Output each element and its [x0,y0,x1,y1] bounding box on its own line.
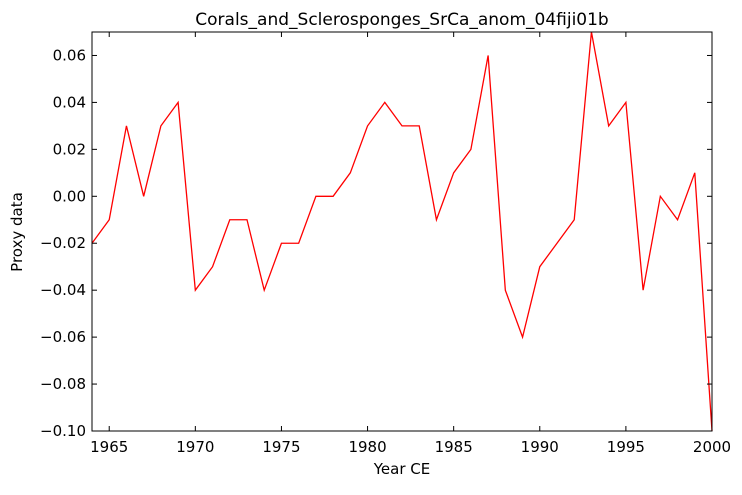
y-tick-label: 0.02 [53,140,86,158]
y-axis-title: Proxy data [8,192,26,272]
x-tick-label: 1990 [521,438,559,456]
y-tick-label: −0.06 [40,328,86,346]
x-tick-label: 1985 [435,438,473,456]
axes-frame [91,31,713,432]
x-tick-label: 2000 [693,438,731,456]
tick-label-layer: 1965 1970 1975 1980 1985 1990 1995 2000 0.06 0.04… [40,46,731,456]
x-axis-title: Year CE [373,460,430,478]
series-line-0 [91,31,713,432]
y-tick-label: 0.04 [53,93,86,111]
x-tick-label: 1970 [176,438,214,456]
plot-area [92,32,712,431]
chart-title: Corals_and_Sclerosponges_SrCa_anom_04fij… [195,10,608,30]
x-tick-label: 1995 [607,438,645,456]
x-tick-label: 1980 [348,438,386,456]
x-tick-label: 1965 [90,438,128,456]
plot-background [92,32,712,431]
y-tick-label: −0.04 [40,281,86,299]
y-tick-label: −0.08 [40,375,86,393]
tick-layer [91,31,713,432]
y-tick-label: −0.02 [40,234,86,252]
x-tick-label: 1975 [262,438,300,456]
y-tick-label: 0.00 [53,187,86,205]
y-tick-label: 0.06 [53,46,86,64]
y-tick-label: −0.10 [40,422,86,440]
series-layer [91,31,713,432]
